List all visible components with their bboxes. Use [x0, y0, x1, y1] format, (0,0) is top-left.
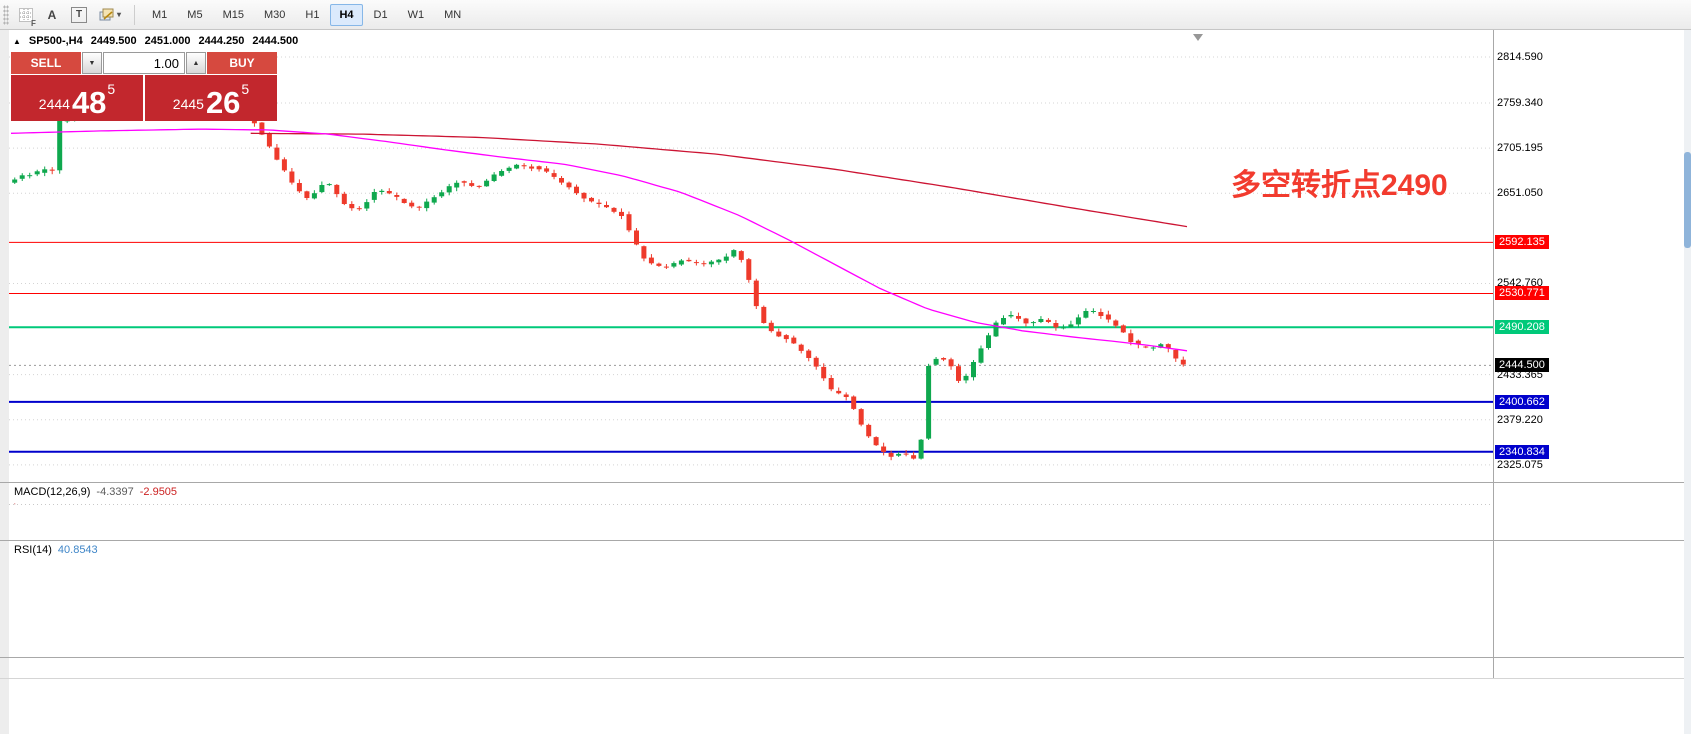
macd-header: MACD(12,26,9) -4.3397 -2.9505 — [14, 486, 177, 498]
macd-chart[interactable] — [9, 483, 1493, 540]
buy-price-big: 26 — [205, 84, 241, 120]
symbol-label: SP500-,H4 — [28, 35, 83, 47]
sell-price-pip: 5 — [107, 81, 116, 97]
timeframe-w1[interactable]: W1 — [399, 4, 434, 26]
macd-signal-value: -2.9505 — [139, 486, 178, 498]
price-axis-label: 2814.590 — [1497, 51, 1543, 63]
buy-price-pip: 5 — [241, 81, 250, 97]
price-level-label: 2340.834 — [1495, 444, 1549, 459]
price-level-label: 2592.135 — [1495, 235, 1549, 250]
price-axis-label: 2705.195 — [1497, 142, 1543, 155]
axis-separator — [0, 678, 1691, 679]
price-axis[interactable]: 2814.590 2759.340 2705.195 2651.050 2542.760… — [1494, 30, 1684, 678]
rsi-value: 40.8543 — [57, 544, 98, 556]
rsi-panel[interactable]: RSI(14) 40.8543 — [9, 541, 1493, 657]
rsi-chart[interactable] — [9, 541, 1493, 657]
candlestick-chart[interactable] — [9, 30, 1493, 482]
macd-label: MACD(12,26,9) — [14, 486, 91, 498]
sell-price-big: 48 — [71, 84, 107, 120]
timeframe-m30[interactable]: M30 — [255, 4, 294, 26]
trade-quotes-row: 2444 48 5 2445 26 5 — [11, 75, 277, 121]
sell-price-prefix: 2444 — [38, 96, 70, 112]
vertical-scrollbar[interactable] — [1684, 30, 1691, 734]
price-level-label: 2400.662 — [1495, 394, 1549, 409]
rsi-label: RSI(14) — [14, 544, 52, 556]
time-axis[interactable] — [9, 658, 1493, 678]
chevron-down-icon: ▾ — [117, 10, 122, 19]
toolbar-separator — [134, 4, 136, 25]
caret-down-icon: ▼ — [88, 59, 96, 67]
ohlc-low: 2444.250 — [198, 35, 245, 47]
rsi-header: RSI(14) 40.8543 — [14, 544, 98, 556]
timeframe-group: M1 M5 M15 M30 H1 H4 D1 W1 MN — [143, 3, 470, 26]
objects-tool-button[interactable]: ▾ — [94, 3, 126, 27]
left-margin — [0, 30, 9, 734]
timeframe-m5[interactable]: M5 — [178, 4, 211, 26]
autoscroll-icon[interactable] — [1193, 34, 1203, 41]
buy-button[interactable]: BUY — [207, 52, 277, 74]
main-chart-panel[interactable]: ▲ SP500-,H4 2449.500 2451.000 2444.250 2… — [9, 30, 1493, 482]
timeframe-h1[interactable]: H1 — [296, 4, 328, 26]
volume-increase-button[interactable]: ▲ — [186, 52, 206, 74]
timeframe-mn[interactable]: MN — [435, 4, 470, 26]
caret-up-icon: ▲ — [192, 59, 200, 67]
one-click-trading-panel: SELL ▼ ▲ BUY 2444 48 5 2445 26 — [11, 52, 277, 121]
scrollbar-thumb[interactable] — [1684, 152, 1691, 248]
sell-quote[interactable]: 2444 48 5 — [11, 75, 143, 121]
price-level-label: 2530.771 — [1495, 286, 1549, 301]
trade-controls-row: SELL ▼ ▲ BUY — [11, 52, 277, 74]
text-label-icon: T — [71, 6, 87, 23]
symbol-marker-icon: ▲ — [13, 36, 21, 46]
buy-quote[interactable]: 2445 26 5 — [145, 75, 277, 121]
macd-panel[interactable]: MACD(12,26,9) -4.3397 -2.9505 — [9, 483, 1493, 540]
timeframe-m15[interactable]: M15 — [214, 4, 253, 26]
price-axis-separator — [1493, 30, 1494, 678]
price-axis-label: 2651.050 — [1497, 187, 1543, 200]
toolbar: F A T ▾ M1 M5 M15 M30 H1 H4 D1 W1 MN — [0, 0, 1691, 30]
buy-price-prefix: 2445 — [172, 96, 204, 112]
price-axis-label: 2379.220 — [1497, 413, 1543, 426]
panel-separator[interactable] — [0, 482, 1691, 483]
price-axis-label: 2325.075 — [1497, 458, 1543, 471]
text-a-tool-button[interactable]: A — [40, 3, 64, 27]
sell-button[interactable]: SELL — [11, 52, 81, 74]
chart-annotation: 多空转折点2490 — [1231, 169, 1448, 202]
chart-grid-button[interactable]: F — [14, 3, 38, 28]
timeframe-m1[interactable]: M1 — [143, 4, 176, 26]
text-label-tool-button[interactable]: T — [66, 3, 92, 27]
toolbar-drag-handle[interactable] — [3, 4, 9, 25]
timeframe-h4[interactable]: H4 — [330, 3, 363, 26]
objects-stack-icon — [99, 8, 114, 20]
ohlc-high: 2451.000 — [144, 35, 191, 47]
timeframe-d1[interactable]: D1 — [365, 4, 397, 26]
price-level-label: 2444.500 — [1495, 358, 1549, 373]
panel-separator[interactable] — [0, 540, 1691, 541]
price-level-label: 2490.208 — [1495, 320, 1549, 335]
macd-main-value: -4.3397 — [96, 486, 134, 498]
chart-ohlc-line: ▲ SP500-,H4 2449.500 2451.000 2444.250 2… — [13, 35, 298, 47]
panel-separator[interactable] — [0, 657, 1691, 658]
volume-input[interactable] — [103, 52, 185, 74]
f-badge: F — [31, 18, 36, 28]
volume-dropdown-button[interactable]: ▼ — [82, 52, 102, 74]
price-axis-label: 2759.340 — [1497, 97, 1543, 110]
ohlc-open: 2449.500 — [90, 35, 137, 47]
ohlc-close: 2444.500 — [252, 35, 299, 47]
grid-icon — [19, 7, 33, 22]
